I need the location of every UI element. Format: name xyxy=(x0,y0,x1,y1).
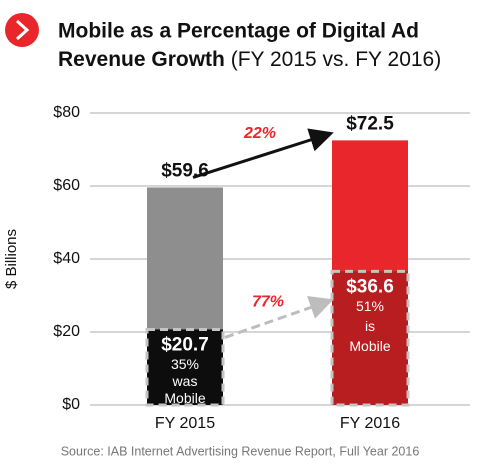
title-line: Revenue Growth xyxy=(58,48,225,71)
y-tick-label: $20 xyxy=(53,323,80,340)
y-tick-label: $0 xyxy=(62,396,80,413)
title-line-2: Revenue Growth (FY 2015 vs. FY 2016) xyxy=(58,48,441,71)
mobile-note: Mobile xyxy=(349,338,390,354)
source: Source: IAB Internet Advertising Revenue… xyxy=(61,444,420,458)
mobile-bar xyxy=(145,327,225,407)
mobile-note: 35% xyxy=(171,356,199,372)
mobile-value-label: $20.7 xyxy=(161,334,209,355)
mobile-bar xyxy=(330,269,410,407)
growth-arrow xyxy=(192,128,334,179)
subtitle: (FY 2015 vs. FY 2016) xyxy=(231,48,442,71)
y-tick-label: $40 xyxy=(53,250,80,267)
growth-label: 22% xyxy=(243,125,276,142)
y-tick-label: $80 xyxy=(53,104,80,121)
value-label: $72.5 xyxy=(346,113,394,134)
growth-arrow-mobile xyxy=(224,296,334,339)
value-label: $59.6 xyxy=(161,160,209,181)
mobile-note: is xyxy=(365,318,375,334)
x-tick-label: FY 2016 xyxy=(340,415,400,432)
mobile-note: was xyxy=(172,373,198,389)
title-line: Mobile as a Percentage of Digital Ad xyxy=(58,20,419,43)
y-tick-label: $60 xyxy=(53,177,80,194)
y-axis-label: $ Billions xyxy=(3,229,20,289)
mobile-value-label: $36.6 xyxy=(346,276,394,297)
logo-chevron xyxy=(15,19,30,41)
x-tick-label: FY 2015 xyxy=(155,415,215,432)
logo-icon xyxy=(5,13,39,47)
mobile-note: 51% xyxy=(356,298,384,314)
mobile-note: Mobile xyxy=(164,390,205,406)
growth-label: 77% xyxy=(252,294,284,311)
